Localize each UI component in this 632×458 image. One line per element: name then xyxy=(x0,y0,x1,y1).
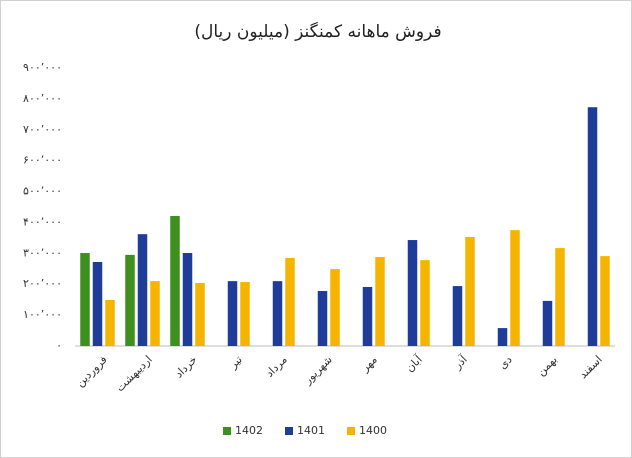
bar xyxy=(407,240,418,346)
bar xyxy=(555,248,565,346)
bar xyxy=(542,300,553,346)
y-tick-label: ۶۰۰٬۰۰۰ xyxy=(23,154,62,167)
bar xyxy=(317,291,328,346)
y-tick-label: ۹۰۰٬۰۰۰ xyxy=(23,61,62,74)
bar xyxy=(330,269,340,346)
legend-swatch xyxy=(347,427,355,435)
bar xyxy=(600,256,610,346)
legend-label: 1402 xyxy=(235,424,263,437)
bar xyxy=(510,230,520,346)
legend-swatch xyxy=(223,427,231,435)
bar xyxy=(497,328,508,346)
bar xyxy=(150,281,160,346)
legend-swatch xyxy=(285,427,293,435)
y-tick-label: ۸۰۰٬۰۰۰ xyxy=(23,92,62,105)
y-tick-label: ۱۰۰٬۰۰۰ xyxy=(23,308,62,321)
bar xyxy=(137,234,148,346)
bar xyxy=(182,253,193,346)
y-tick-label: ۵۰۰٬۰۰۰ xyxy=(23,185,62,198)
bar xyxy=(587,107,598,347)
bar xyxy=(452,286,463,346)
bar xyxy=(80,253,90,346)
bar xyxy=(92,261,103,346)
bar xyxy=(240,282,250,346)
bar xyxy=(465,236,475,346)
bar xyxy=(227,281,238,346)
bar xyxy=(285,257,295,346)
y-tick-label: ۰ xyxy=(56,339,62,352)
y-tick-label: ۷۰۰٬۰۰۰ xyxy=(23,123,62,136)
chart-title: فروش ماهانه کمنگنز (میلیون ریال) xyxy=(194,21,441,42)
y-tick-label: ۲۰۰٬۰۰۰ xyxy=(23,277,62,290)
legend-label: 1401 xyxy=(297,424,325,437)
bar xyxy=(362,287,373,346)
bar xyxy=(105,299,115,346)
y-tick-label: ۳۰۰٬۰۰۰ xyxy=(23,246,62,259)
bar xyxy=(125,254,135,346)
bar xyxy=(272,281,283,346)
bar xyxy=(420,260,430,346)
legend-label: 1400 xyxy=(359,424,387,437)
bar xyxy=(195,282,205,346)
y-tick-label: ۴۰۰٬۰۰۰ xyxy=(23,215,62,228)
bar xyxy=(170,215,180,346)
bar xyxy=(375,257,385,346)
